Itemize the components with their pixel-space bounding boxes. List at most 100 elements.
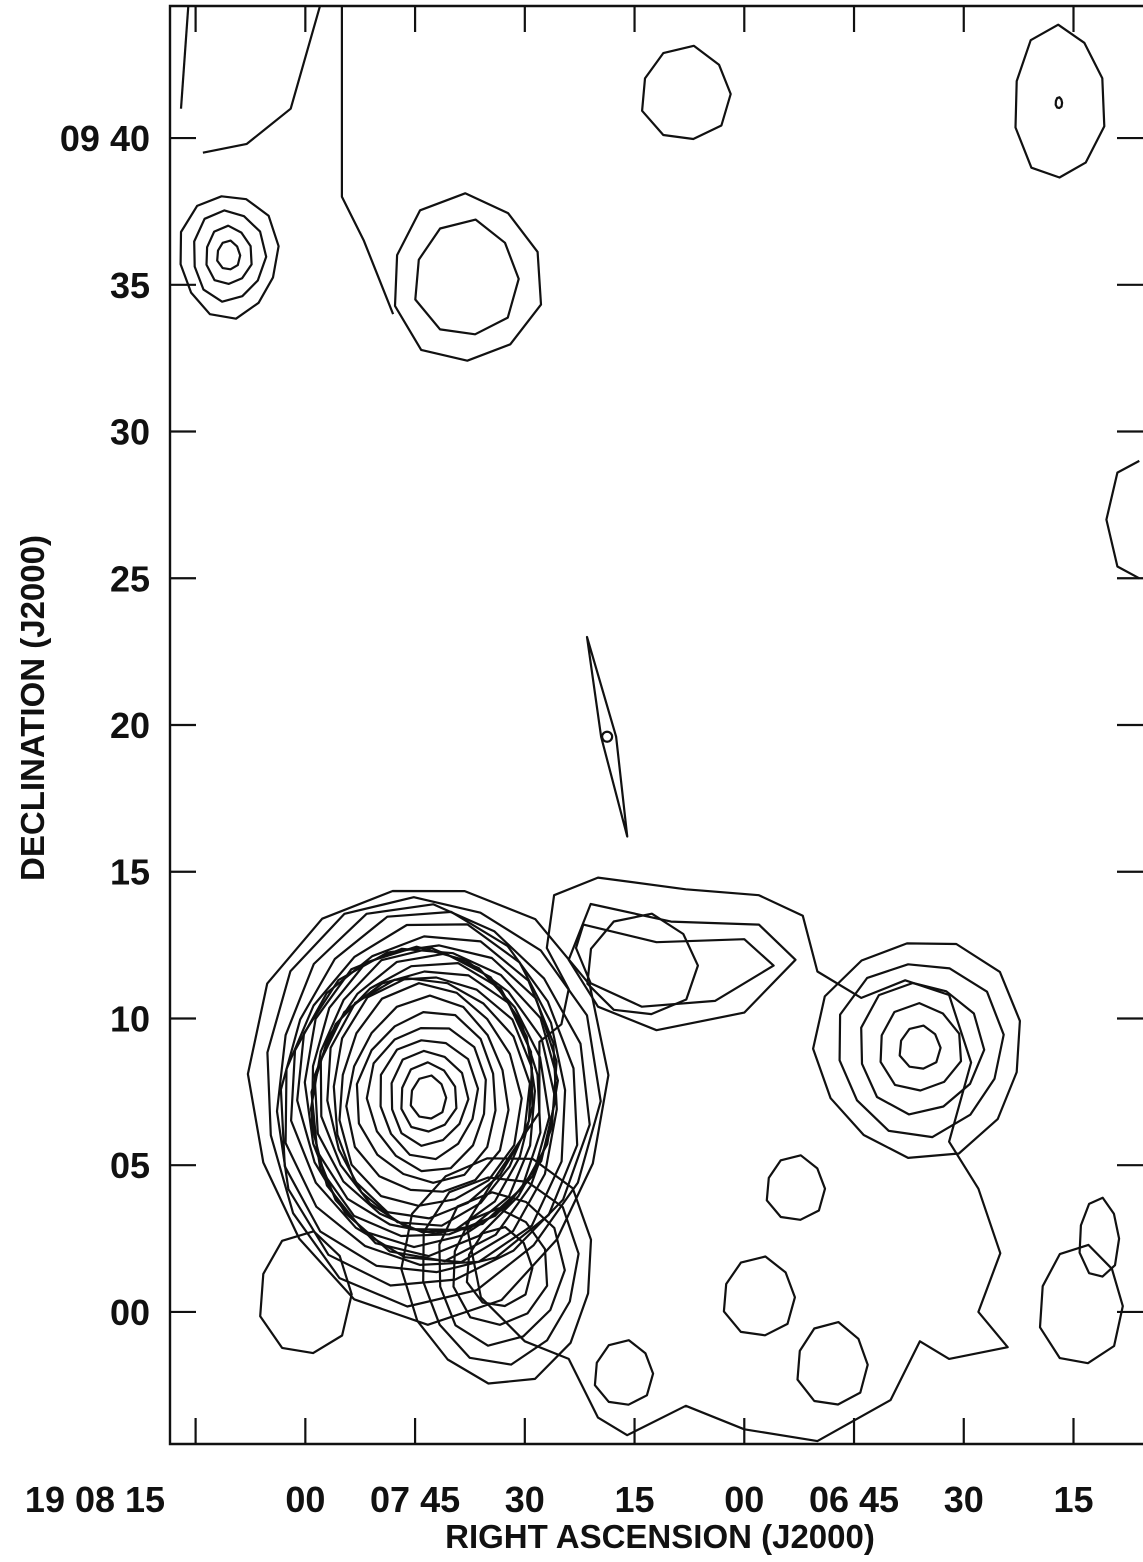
contour-ring: [409, 1074, 448, 1120]
contour-ring: [319, 970, 534, 1231]
contour-ring: [310, 945, 557, 1249]
x-tick-label: 15: [1053, 1479, 1093, 1520]
blob-d: [593, 1339, 655, 1406]
contour-ring: [465, 1225, 534, 1308]
tick-labels: 19 08 15 00 07 45 30 15 00 06 45 30 15 09 40 35 30 2…: [25, 118, 1094, 1520]
contour-ring: [332, 977, 532, 1220]
jet-core: [601, 730, 614, 743]
northern-source: [393, 192, 543, 362]
contour-ring: [246, 889, 610, 1326]
contour-ring: [722, 1255, 797, 1337]
blob-b: [722, 1255, 797, 1337]
x-axis-title: RIGHT ASCENSION (J2000): [445, 1518, 875, 1555]
contour-ring: [438, 1191, 566, 1347]
contour-ring: [379, 1039, 480, 1161]
y-tick-label: 09 40: [60, 118, 150, 159]
contour-ring: [296, 944, 558, 1263]
contour-ring: [452, 1207, 549, 1326]
blob-c: [796, 1320, 869, 1406]
contour-ring: [345, 994, 510, 1193]
y-tick-label: 30: [110, 412, 150, 453]
northwest-source: [179, 195, 280, 320]
contour-ring: [1078, 1196, 1121, 1278]
eastern-ridge-peak: [586, 912, 700, 1016]
contour-ring: [284, 923, 567, 1267]
contour-ring: [860, 981, 986, 1116]
x-tick-label: 15: [615, 1479, 655, 1520]
contour-ring: [355, 1010, 497, 1184]
contour-ring: [266, 896, 602, 1308]
contour-ring: [400, 1157, 593, 1385]
x-tick-label: 06 45: [809, 1479, 899, 1520]
contour-ring: [290, 935, 558, 1264]
ridge-inner-contour: [567, 902, 797, 1032]
east-edge-contour: [1105, 459, 1140, 580]
ridge-inner-contour-2: [574, 923, 775, 1008]
contour-ring: [811, 942, 1022, 1160]
contour-ring: [898, 1024, 942, 1070]
ridge-outer-contour: [465, 876, 1009, 1443]
y-tick-label: 05: [110, 1145, 150, 1186]
contour-ring: [1038, 1243, 1124, 1365]
contours: [179, 6, 1140, 1443]
contour-ring: [422, 1176, 580, 1366]
x-tick-label: 00: [724, 1479, 764, 1520]
contour-ring: [838, 963, 1005, 1139]
y-tick-label: 20: [110, 705, 150, 746]
contour-ring: [259, 1230, 353, 1355]
contour-ring: [303, 947, 560, 1258]
blob-e: [1038, 1243, 1124, 1365]
contour-ring: [313, 961, 537, 1234]
extended-ridge: [465, 876, 1009, 1443]
y-tick-label: 25: [110, 558, 150, 599]
y-axis-title: DECLINATION (J2000): [14, 535, 51, 881]
axis-ticks: [170, 6, 1143, 1444]
contour-ring: [414, 218, 520, 336]
contour-ring: [275, 903, 591, 1287]
northwest-contour: [179, 6, 190, 109]
y-tick-label: 35: [110, 265, 150, 306]
y-tick-label: 15: [110, 852, 150, 893]
contour-ring: [338, 982, 523, 1207]
contour-ring: [400, 1061, 458, 1133]
contour-ring: [1014, 23, 1106, 179]
contour-ring: [216, 239, 242, 271]
thin-jet-feature: [585, 635, 629, 838]
contour-ring: [193, 209, 268, 303]
southern-companion: [400, 1157, 593, 1385]
x-tick-label: 19 08 15: [25, 1479, 165, 1520]
contour-ring: [310, 952, 542, 1235]
contour-ring: [365, 1026, 487, 1173]
frame-outline: [168, 4, 1143, 1446]
contour-ring: [586, 912, 700, 1016]
bright-compact-source: [246, 889, 610, 1326]
central-ridge-peak: [811, 942, 1022, 1160]
northeast-source: [1014, 23, 1106, 179]
contour-ring: [326, 976, 534, 1227]
contour-ring: [879, 1001, 963, 1092]
northwest-contour: [202, 6, 322, 154]
contour-ring: [640, 44, 732, 141]
plot-frame: [168, 4, 1143, 1446]
x-tick-label: 00: [285, 1479, 325, 1520]
blob-a: [765, 1154, 827, 1221]
contour-ring: [765, 1154, 827, 1221]
north-peak: [640, 44, 732, 141]
contour-ring: [796, 1320, 869, 1406]
blob-f: [1078, 1196, 1121, 1278]
contour-ring: [1054, 96, 1064, 110]
x-tick-label: 30: [944, 1479, 984, 1520]
x-tick-label: 30: [505, 1479, 545, 1520]
contour-ring: [205, 224, 253, 285]
contour-ring: [390, 1049, 470, 1147]
northwest-contour: [340, 6, 395, 315]
contour-ring: [393, 192, 543, 362]
jet-contour: [585, 635, 629, 838]
contour-ring: [593, 1339, 655, 1406]
contour-ring: [179, 195, 280, 320]
southwest-blob: [259, 1230, 353, 1355]
y-tick-label: 00: [110, 1292, 150, 1333]
x-tick-label: 07 45: [370, 1479, 460, 1520]
y-tick-label: 10: [110, 998, 150, 1039]
